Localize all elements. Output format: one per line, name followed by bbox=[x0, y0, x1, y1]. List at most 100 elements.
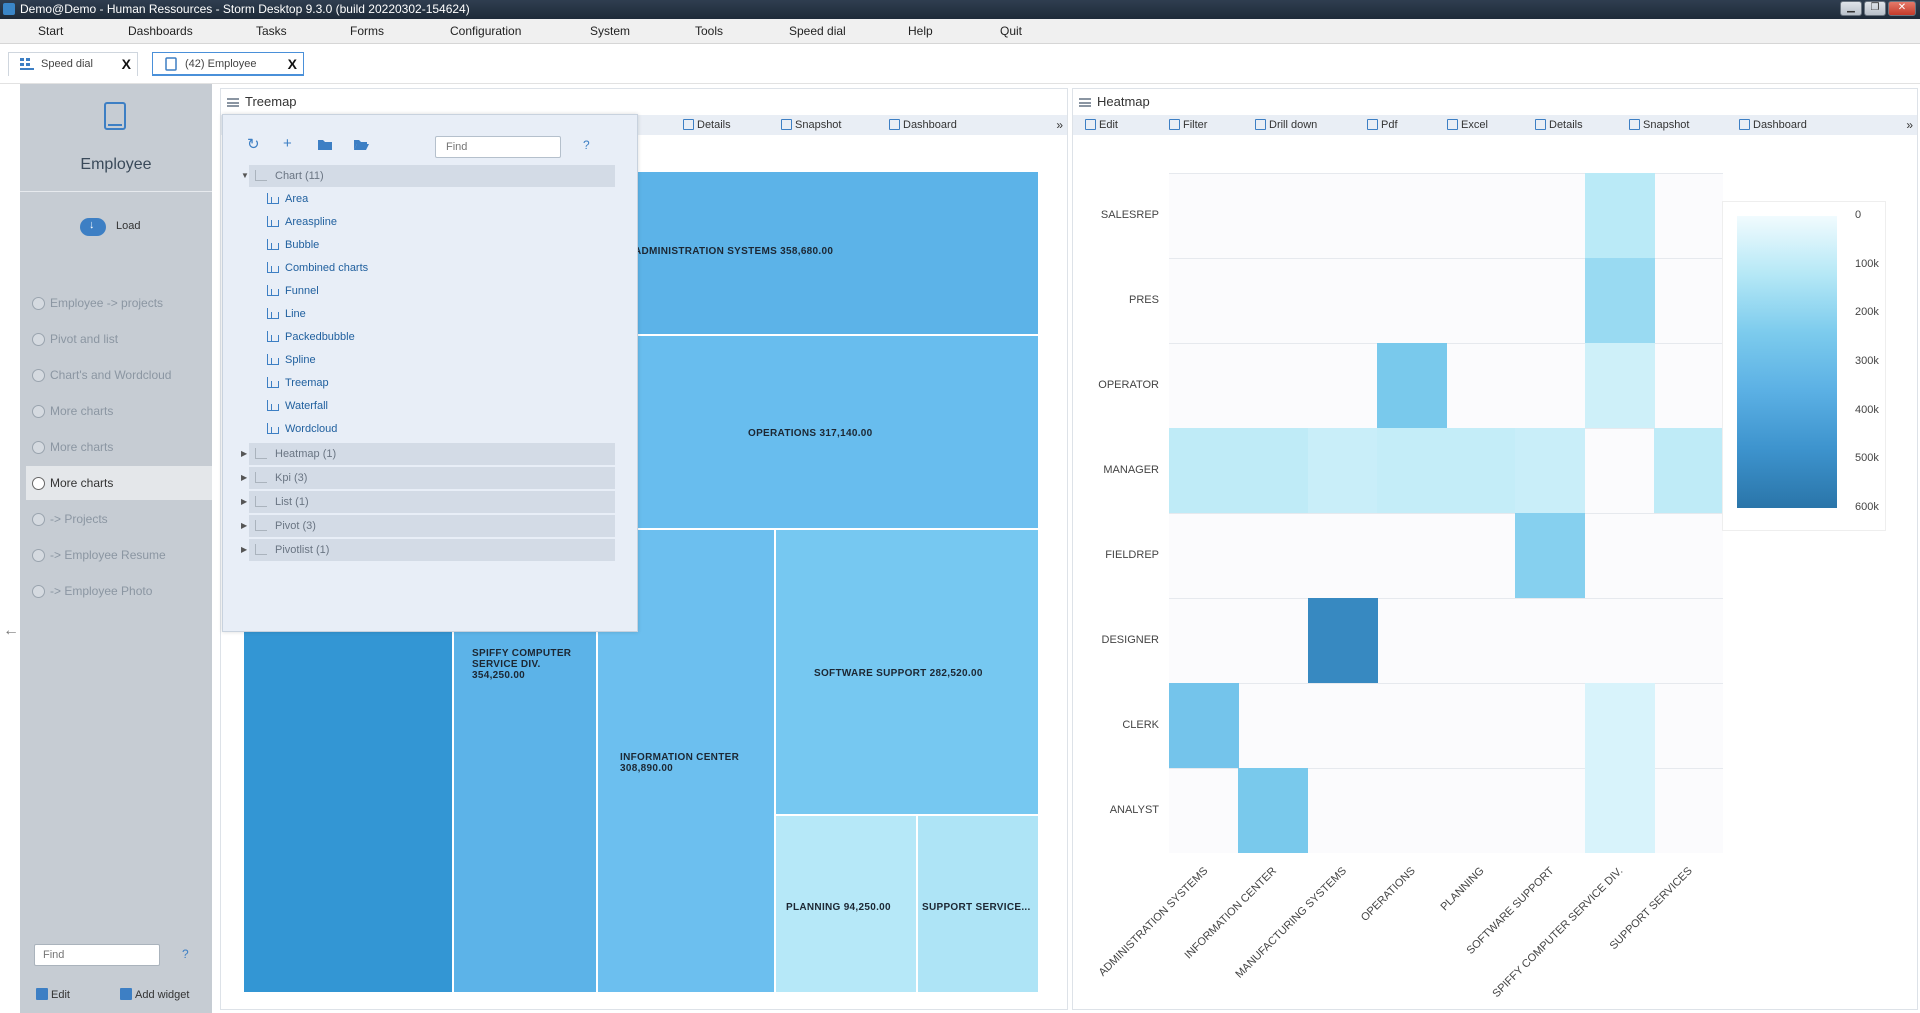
heatmap-cell[interactable] bbox=[1585, 258, 1655, 343]
legend-tick-label: 600k bbox=[1855, 501, 1879, 513]
tree-item-bubble[interactable]: Bubble bbox=[263, 234, 319, 256]
snapshot-button[interactable]: Snapshot bbox=[1629, 115, 1689, 135]
tree-group-pivotlist[interactable]: ▶ Pivotlist (1) bbox=[241, 539, 615, 561]
folder-icon[interactable] bbox=[317, 138, 333, 151]
tab-employee[interactable]: (42) Employee X bbox=[152, 52, 304, 76]
heatmap-icon bbox=[255, 448, 267, 459]
pdf-button[interactable]: Pdf bbox=[1367, 115, 1398, 135]
heatmap-cell[interactable] bbox=[1515, 428, 1585, 513]
caret-right-icon: ▶ bbox=[241, 449, 248, 458]
heatmap-cell[interactable] bbox=[1585, 768, 1655, 853]
drill-down-button[interactable]: Drill down bbox=[1255, 115, 1317, 135]
sidebar-item-charts-wordcloud[interactable]: Chart's and Wordcloud bbox=[26, 358, 212, 392]
sidebar-item-more-charts-1[interactable]: More charts bbox=[26, 394, 212, 428]
heatmap-cell[interactable] bbox=[1169, 428, 1239, 513]
tree-group-heatmap[interactable]: ▶ Heatmap (1) bbox=[241, 443, 615, 465]
menu-system[interactable]: System bbox=[590, 24, 631, 38]
heatmap-cell[interactable] bbox=[1585, 173, 1655, 258]
tree-item-wordcloud[interactable]: Wordcloud bbox=[263, 418, 337, 440]
treemap-node-software-support[interactable]: SOFTWARE SUPPORT 282,520.00 bbox=[775, 529, 1039, 815]
heatmap-cell[interactable] bbox=[1308, 598, 1378, 683]
filter-button[interactable]: Filter bbox=[1169, 115, 1207, 135]
dashboard-button[interactable]: Dashboard bbox=[1739, 115, 1807, 135]
tree-item-line[interactable]: Line bbox=[263, 303, 306, 325]
sidebar-item-more-charts-2[interactable]: More charts bbox=[26, 430, 212, 464]
tree-item-area[interactable]: Area bbox=[263, 188, 308, 210]
more-chevron-icon[interactable]: » bbox=[1906, 118, 1913, 132]
tree-item-treemap[interactable]: Treemap bbox=[263, 372, 329, 394]
close-icon[interactable]: X bbox=[121, 56, 131, 72]
sidebar-item-more-charts-3[interactable]: More charts bbox=[26, 466, 212, 500]
snapshot-button[interactable]: Snapshot bbox=[781, 115, 841, 135]
close-window-button[interactable]: ✕ bbox=[1888, 1, 1916, 16]
tree-item-funnel[interactable]: Funnel bbox=[263, 280, 319, 302]
tree-item-packedbubble[interactable]: Packedbubble bbox=[263, 326, 355, 348]
add-widget-button[interactable]: Add widget bbox=[120, 988, 189, 1001]
excel-button[interactable]: Excel bbox=[1447, 115, 1488, 135]
sidebar-item-projects[interactable]: -> Projects bbox=[26, 502, 212, 536]
menu-configuration[interactable]: Configuration bbox=[450, 24, 522, 38]
menu-start[interactable]: Start bbox=[38, 24, 64, 38]
menu-tasks[interactable]: Tasks bbox=[256, 24, 287, 38]
tree-item-combined-charts[interactable]: Combined charts bbox=[263, 257, 368, 279]
heatmap-cell[interactable] bbox=[1377, 428, 1447, 513]
sidebar-find-input[interactable] bbox=[34, 944, 160, 966]
tree-item-areaspline[interactable]: Areaspline bbox=[263, 211, 337, 233]
tree-group-list[interactable]: ▶ List (1) bbox=[241, 491, 615, 513]
heatmap-cell[interactable] bbox=[1169, 683, 1239, 768]
treemap-node-support-services[interactable]: SUPPORT SERVICE... bbox=[917, 815, 1039, 993]
heatmap-cell[interactable] bbox=[1654, 428, 1724, 513]
heatmap-cell[interactable] bbox=[1515, 513, 1585, 598]
heatmap-cell[interactable] bbox=[1238, 428, 1308, 513]
close-icon[interactable]: X bbox=[287, 56, 297, 72]
help-icon[interactable]: ? bbox=[583, 138, 590, 152]
treemap-node-planning[interactable]: PLANNING 94,250.00 bbox=[775, 815, 917, 993]
tree-item-spline[interactable]: Spline bbox=[263, 349, 316, 371]
heatmap-cell[interactable] bbox=[1308, 428, 1378, 513]
tab-speed-dial[interactable]: Speed dial X bbox=[8, 52, 138, 76]
load-button[interactable]: Load bbox=[80, 218, 140, 236]
details-label: Details bbox=[697, 119, 731, 131]
edit-button[interactable]: Edit bbox=[36, 988, 70, 1001]
menu-dashboards[interactable]: Dashboards bbox=[128, 24, 193, 38]
sidebar-item-pivot-and-list[interactable]: Pivot and list bbox=[26, 322, 212, 356]
folder-open-icon[interactable] bbox=[353, 138, 370, 151]
edit-button[interactable]: Edit bbox=[1085, 115, 1118, 135]
menu-help[interactable]: Help bbox=[908, 24, 933, 38]
tree-group-pivot[interactable]: ▶ Pivot (3) bbox=[241, 515, 615, 537]
heatmap-panel: Heatmap Edit Filter Drill down Pdf Excel… bbox=[1072, 88, 1918, 1010]
list-icon bbox=[255, 496, 267, 507]
dashboard-button[interactable]: Dashboard bbox=[889, 115, 957, 135]
edit-label: Edit bbox=[51, 989, 70, 1001]
menu-quit[interactable]: Quit bbox=[1000, 24, 1023, 38]
popup-find-input[interactable] bbox=[435, 136, 561, 158]
heatmap-cell[interactable] bbox=[1585, 343, 1655, 428]
sidebar-item-employee-resume[interactable]: -> Employee Resume bbox=[26, 538, 212, 572]
help-icon[interactable]: ? bbox=[182, 947, 189, 961]
chart-icon bbox=[267, 331, 279, 342]
sidebar-item-employee-photo[interactable]: -> Employee Photo bbox=[26, 574, 212, 608]
refresh-icon[interactable]: ↻ bbox=[247, 136, 260, 153]
hamburger-icon[interactable] bbox=[227, 98, 239, 107]
heatmap-cell[interactable] bbox=[1238, 768, 1308, 853]
details-button[interactable]: Details bbox=[1535, 115, 1583, 135]
treemap-panel-title: Treemap bbox=[221, 89, 1067, 115]
tree-item-waterfall[interactable]: Waterfall bbox=[263, 395, 328, 417]
minimize-button[interactable]: ▁ bbox=[1840, 1, 1862, 16]
details-button[interactable]: Details bbox=[683, 115, 731, 135]
radio-icon bbox=[32, 369, 45, 382]
menu-tools[interactable]: Tools bbox=[695, 24, 724, 38]
heatmap-cell[interactable] bbox=[1377, 343, 1447, 428]
menu-forms[interactable]: Forms bbox=[350, 24, 384, 38]
sidebar-item-employee-projects[interactable]: Employee -> projects bbox=[26, 286, 212, 320]
hamburger-icon[interactable] bbox=[1079, 98, 1091, 107]
back-arrow-icon[interactable]: ← bbox=[3, 622, 19, 639]
add-icon[interactable]: + bbox=[283, 135, 292, 152]
menu-speed-dial[interactable]: Speed dial bbox=[789, 24, 846, 38]
tree-group-chart[interactable]: ▼ Chart (11) bbox=[241, 165, 615, 187]
tree-group-kpi[interactable]: ▶ Kpi (3) bbox=[241, 467, 615, 489]
heatmap-cell[interactable] bbox=[1585, 683, 1655, 768]
heatmap-cell[interactable] bbox=[1446, 428, 1516, 513]
more-chevron-icon[interactable]: » bbox=[1056, 118, 1063, 132]
maximize-button[interactable]: ❐ bbox=[1864, 1, 1886, 16]
